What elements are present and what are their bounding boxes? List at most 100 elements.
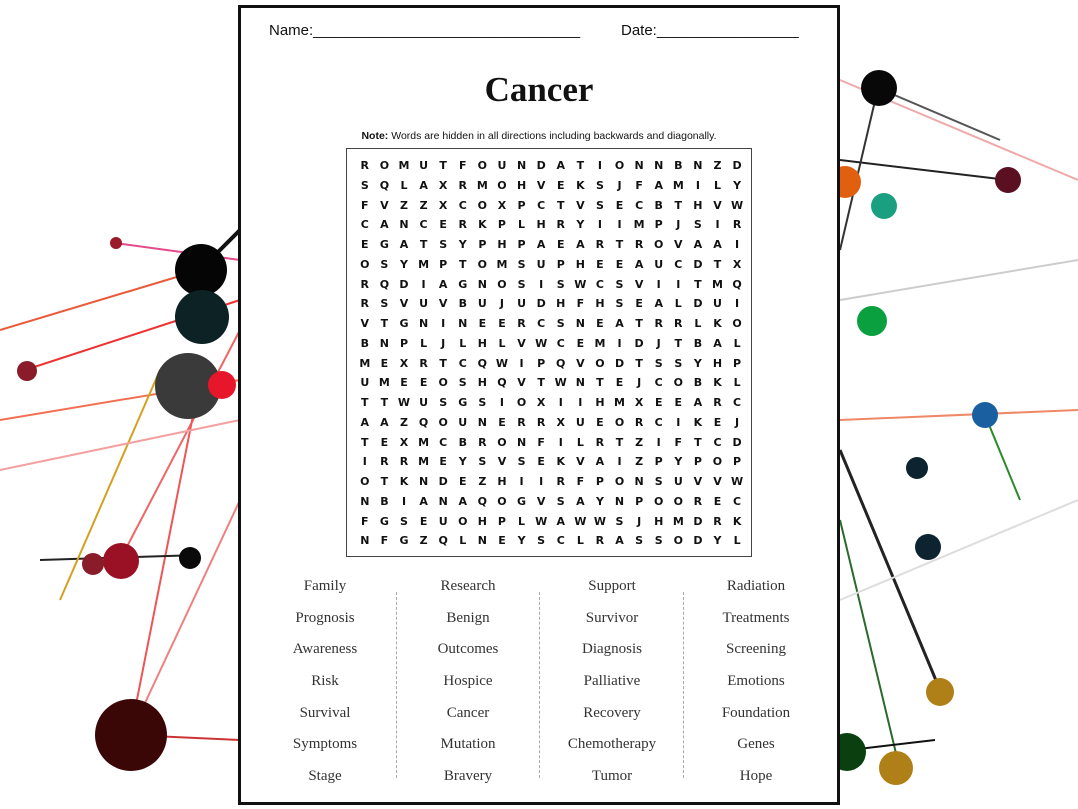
grid-letter[interactable]: U (536, 257, 546, 271)
grid-letter[interactable]: C (537, 198, 546, 212)
grid-letter[interactable]: Y (674, 455, 683, 469)
grid-letter[interactable]: R (732, 218, 742, 232)
grid-letter[interactable]: A (556, 514, 565, 528)
grid-letter[interactable]: R (654, 317, 663, 330)
grid-letter[interactable]: Q (732, 277, 742, 291)
grid-letter[interactable]: X (438, 178, 448, 192)
grid-letter[interactable]: A (360, 415, 370, 429)
grid-letter[interactable]: S (654, 475, 663, 488)
grid-letter[interactable]: E (615, 198, 624, 212)
grid-letter[interactable]: M (476, 178, 488, 192)
grid-letter[interactable]: R (595, 534, 605, 548)
grid-letter[interactable]: X (536, 396, 546, 409)
grid-letter[interactable]: I (578, 396, 583, 409)
grid-letter[interactable]: I (656, 435, 661, 449)
grid-letter[interactable]: G (379, 514, 389, 528)
grid-letter[interactable]: U (497, 159, 507, 172)
grid-letter[interactable]: M (594, 336, 606, 350)
grid-letter[interactable]: E (635, 297, 643, 311)
grid-letter[interactable]: P (654, 455, 663, 469)
grid-letter[interactable]: K (713, 376, 722, 390)
grid-letter[interactable]: O (497, 277, 507, 291)
grid-letter[interactable]: A (713, 336, 722, 350)
grid-letter[interactable]: W (535, 336, 548, 350)
grid-letter[interactable]: S (615, 277, 624, 291)
grid-letter[interactable]: T (615, 238, 624, 251)
grid-letter[interactable]: S (595, 198, 604, 212)
grid-letter[interactable]: Q (379, 277, 390, 291)
grid-letter[interactable]: R (399, 455, 409, 469)
grid-letter[interactable]: U (419, 159, 429, 172)
grid-letter[interactable]: L (459, 534, 467, 548)
grid-letter[interactable]: I (539, 475, 544, 488)
grid-letter[interactable]: B (654, 198, 663, 212)
grid-letter[interactable]: R (380, 455, 389, 469)
grid-letter[interactable]: E (380, 356, 389, 370)
grid-letter[interactable]: T (635, 356, 643, 370)
grid-letter[interactable]: T (459, 257, 467, 271)
grid-letter[interactable]: F (361, 198, 369, 212)
grid-letter[interactable]: X (634, 396, 644, 409)
grid-letter[interactable]: W (731, 198, 744, 212)
grid-letter[interactable]: V (360, 317, 370, 330)
grid-letter[interactable]: C (635, 198, 644, 212)
grid-letter[interactable]: O (673, 534, 683, 548)
grid-letter[interactable]: N (477, 277, 487, 291)
grid-letter[interactable]: V (497, 455, 507, 469)
grid-letter[interactable]: N (634, 475, 644, 488)
grid-letter[interactable]: O (614, 415, 625, 429)
grid-letter[interactable]: F (459, 159, 467, 172)
grid-letter[interactable]: L (576, 435, 584, 449)
grid-letter[interactable]: Y (595, 494, 604, 508)
grid-letter[interactable]: H (595, 396, 605, 409)
grid-letter[interactable]: N (360, 534, 370, 548)
grid-letter[interactable]: V (380, 198, 389, 212)
grid-letter[interactable]: N (399, 218, 409, 232)
grid-letter[interactable]: X (438, 198, 448, 212)
grid-letter[interactable]: C (439, 435, 448, 449)
grid-letter[interactable]: Z (635, 435, 644, 449)
grid-letter[interactable]: D (399, 277, 409, 291)
grid-letter[interactable]: S (439, 238, 448, 251)
grid-letter[interactable]: W (574, 277, 587, 291)
grid-letter[interactable]: F (674, 435, 683, 449)
grid-letter[interactable]: H (595, 297, 605, 311)
grid-letter[interactable]: I (539, 277, 544, 291)
grid-letter[interactable]: N (438, 494, 448, 508)
grid-letter[interactable]: O (654, 494, 664, 508)
grid-letter[interactable]: S (439, 396, 448, 409)
grid-letter[interactable]: O (712, 455, 723, 469)
grid-letter[interactable]: R (674, 317, 683, 330)
grid-letter[interactable]: B (674, 159, 683, 172)
grid-letter[interactable]: M (378, 376, 390, 390)
grid-letter[interactable]: R (536, 415, 546, 429)
grid-letter[interactable]: C (537, 317, 546, 330)
grid-letter[interactable]: C (556, 336, 565, 350)
grid-letter[interactable]: V (517, 336, 526, 350)
grid-letter[interactable]: T (694, 435, 702, 449)
grid-letter[interactable]: J (617, 178, 622, 192)
grid-letter[interactable]: M (418, 455, 430, 469)
grid-letter[interactable]: V (576, 356, 585, 370)
grid-letter[interactable]: E (713, 494, 722, 508)
grid-letter[interactable]: F (380, 534, 389, 548)
grid-letter[interactable]: R (517, 317, 526, 330)
grid-letter[interactable]: U (419, 396, 429, 409)
grid-letter[interactable]: Y (693, 356, 702, 370)
grid-letter[interactable]: E (361, 238, 369, 251)
grid-letter[interactable]: V (399, 297, 409, 311)
grid-letter[interactable]: I (617, 455, 622, 469)
grid-letter[interactable]: O (360, 475, 370, 488)
grid-letter[interactable]: S (400, 514, 408, 528)
grid-letter[interactable]: Q (438, 534, 448, 548)
grid-letter[interactable]: L (713, 178, 721, 192)
grid-letter[interactable]: K (399, 475, 409, 488)
grid-letter[interactable]: R (595, 238, 605, 251)
grid-letter[interactable]: U (477, 297, 487, 311)
grid-letter[interactable]: L (733, 376, 741, 390)
grid-letter[interactable]: S (360, 178, 369, 192)
grid-letter[interactable]: Q (379, 178, 390, 192)
grid-letter[interactable]: L (420, 336, 428, 350)
grid-letter[interactable]: R (634, 238, 644, 251)
grid-letter[interactable]: F (576, 297, 585, 311)
